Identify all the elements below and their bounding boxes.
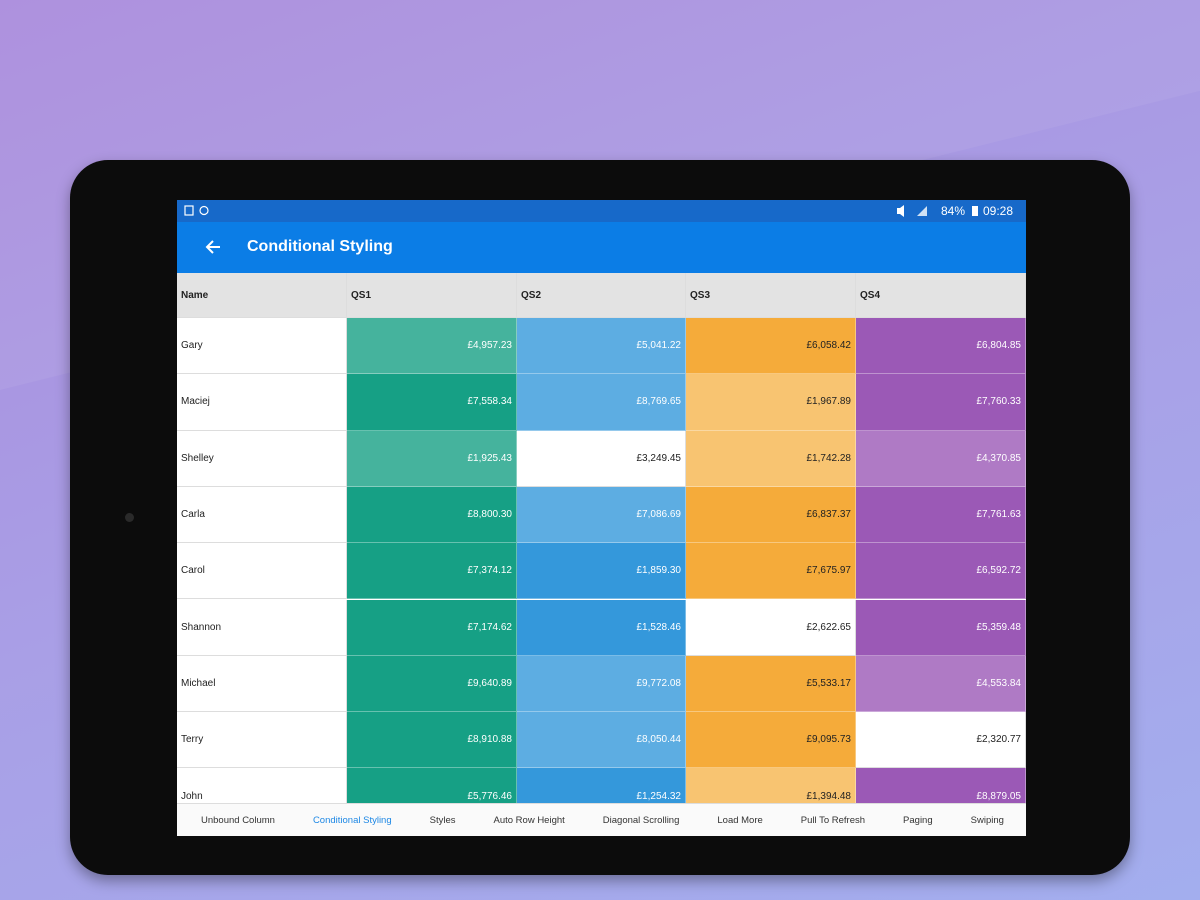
- value-cell[interactable]: £1,925.43: [347, 430, 517, 487]
- column-header[interactable]: QS4: [856, 273, 1026, 318]
- value-cell[interactable]: £7,558.34: [347, 374, 517, 431]
- value-cell[interactable]: £1,742.28: [686, 430, 856, 487]
- value-cell[interactable]: £6,837.37: [686, 486, 856, 544]
- tab[interactable]: Styles: [429, 815, 456, 826]
- value-cell[interactable]: £7,174.62: [347, 599, 517, 656]
- clock: 09:28: [983, 204, 1014, 218]
- value-cell[interactable]: £6,804.85: [856, 318, 1026, 375]
- value-cell[interactable]: £7,374.12: [347, 543, 517, 600]
- tab[interactable]: Conditional Styling: [312, 815, 392, 826]
- value-cell[interactable]: £9,095.73: [686, 712, 856, 769]
- value-cell[interactable]: £3,249.45: [517, 430, 686, 487]
- tab-bar: Unbound Column Conditional Styling Styles A…: [177, 803, 1026, 836]
- screen: 84% 09:28 Conditional Styling Name QS1 QS2…: [177, 200, 1026, 836]
- value-cell[interactable]: £9,772.08: [517, 655, 686, 713]
- name-cell[interactable]: Terry: [177, 712, 347, 769]
- value-cell[interactable]: £5,533.17: [686, 655, 856, 713]
- name-cell[interactable]: Michael: [177, 655, 347, 713]
- value-cell[interactable]: £6,592.72: [856, 543, 1026, 600]
- value-cell[interactable]: £1,394.48: [686, 768, 856, 803]
- value-cell[interactable]: £1,967.89: [686, 374, 856, 431]
- value-cell[interactable]: £8,800.30: [347, 486, 517, 544]
- tab[interactable]: Rend: [1018, 815, 1026, 826]
- name-cell[interactable]: Carla: [177, 486, 347, 544]
- column-header[interactable]: QS3: [686, 273, 856, 318]
- column-header[interactable]: QS1: [347, 273, 517, 318]
- battery-text: 84%: [941, 204, 966, 218]
- name-cell[interactable]: Shannon: [177, 599, 347, 656]
- data-grid: Name QS1 QS2 QS3 QS4 Gary £4,957.23 £5,041.22 £6…: [177, 273, 1026, 803]
- value-cell[interactable]: £5,041.22: [517, 318, 686, 375]
- value-cell[interactable]: £1,859.30: [517, 543, 686, 600]
- value-cell[interactable]: £6,058.42: [686, 318, 856, 375]
- value-cell[interactable]: £7,760.33: [856, 374, 1026, 431]
- value-cell[interactable]: £1,528.46: [517, 599, 686, 656]
- value-cell[interactable]: £5,776.46: [347, 768, 517, 803]
- name-cell[interactable]: Gary: [177, 318, 347, 375]
- value-cell[interactable]: £4,957.23: [347, 318, 517, 375]
- value-cell[interactable]: £7,086.69: [517, 486, 686, 544]
- value-cell[interactable]: £4,370.85: [856, 430, 1026, 487]
- tab[interactable]: Pull To Refresh: [800, 815, 866, 826]
- value-cell[interactable]: £7,761.63: [856, 486, 1026, 544]
- value-cell[interactable]: £1,254.32: [517, 768, 686, 803]
- value-cell[interactable]: £4,553.84: [856, 655, 1026, 713]
- name-cell[interactable]: Carol: [177, 543, 347, 600]
- value-cell[interactable]: £5,359.48: [856, 599, 1026, 656]
- back-button[interactable]: [204, 237, 224, 257]
- tab[interactable]: Swiping: [970, 815, 1004, 826]
- tab[interactable]: Auto Row Height: [493, 815, 565, 826]
- status-icons: [184, 205, 209, 216]
- value-cell[interactable]: £8,910.88: [347, 712, 517, 769]
- camera: [125, 513, 134, 522]
- tab[interactable]: Unbound Column: [201, 815, 275, 826]
- column-header[interactable]: Name: [177, 273, 347, 318]
- signal-icons: [897, 205, 927, 217]
- value-cell[interactable]: £8,050.44: [517, 712, 686, 769]
- status-bar: 84% 09:28: [177, 200, 1026, 222]
- name-cell[interactable]: John: [177, 768, 347, 803]
- value-cell[interactable]: £8,879.05: [856, 768, 1026, 803]
- value-cell[interactable]: £9,640.89: [347, 655, 517, 713]
- name-cell[interactable]: Maciej: [177, 374, 347, 431]
- battery-icon: [972, 206, 978, 216]
- value-cell[interactable]: £8,769.65: [517, 374, 686, 431]
- value-cell[interactable]: £2,622.65: [686, 599, 856, 656]
- value-cell[interactable]: £7,675.97: [686, 543, 856, 600]
- app-title: Conditional Styling: [247, 238, 393, 255]
- app-bar: Conditional Styling: [177, 222, 1026, 273]
- name-cell[interactable]: Shelley: [177, 430, 347, 487]
- tab[interactable]: Paging: [903, 815, 933, 826]
- tab[interactable]: Diagonal Scrolling: [602, 815, 680, 826]
- value-cell[interactable]: £2,320.77: [856, 712, 1026, 769]
- column-header[interactable]: QS2: [517, 273, 686, 318]
- tab[interactable]: Load More: [717, 815, 763, 826]
